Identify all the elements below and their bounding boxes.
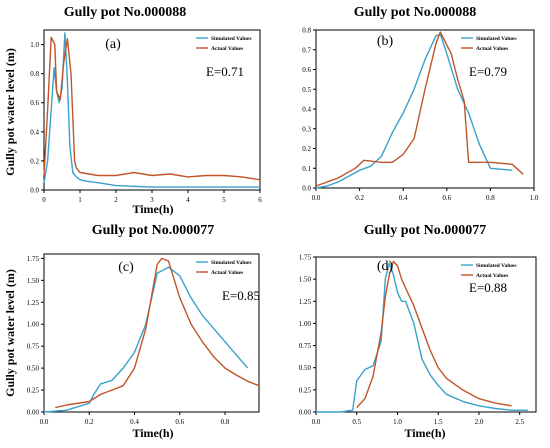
y-axis-label: Gully pot water level (m) [3,48,17,176]
y-tick-label: 0.2 [302,145,311,153]
y-tick-label: 0.0 [30,187,39,195]
series-line-simulated [316,262,528,413]
x-tick-label: 0.0 [312,194,321,202]
series-line-actual [55,257,260,409]
series-line-actual [43,36,261,181]
y-tick-label: 0.8 [302,27,311,35]
x-tick-label: 3 [150,196,154,204]
x-tick-label: 0.6 [175,418,184,426]
x-tick-label: 0.2 [355,194,364,202]
x-tick-label: 0.5 [352,418,361,426]
y-tick-label: 0.25 [27,387,40,395]
efficiency-annotation: E=0.88 [469,280,507,295]
y-tick-label: 0.4 [302,106,311,114]
y-tick-label: 0.4 [30,128,39,136]
y-tick-label: 0.5 [302,86,311,94]
y-tick-label: 0.2 [30,157,39,165]
y-tick-label: 1.75 [299,254,312,262]
y-tick-label: 0.00 [299,409,312,417]
y-tick-label: 0.75 [27,343,40,351]
y-tick-label: 1.00 [299,320,312,328]
y-tick-label: 1.50 [27,277,40,285]
y-axis-label: Gully pot water level (m) [3,269,17,397]
series-line-actual [356,260,512,409]
y-tick-label: 0.1 [302,165,311,173]
panel-label: (a) [105,37,121,52]
y-tick-label: 0.8 [30,70,39,78]
x-tick-label: 0.2 [85,418,94,426]
y-tick-label: 0.50 [27,365,40,373]
x-tick-label: 0.4 [130,418,139,426]
legend-label: Simulated Values [211,260,252,266]
panel-label: (c) [118,260,134,275]
x-tick-label: 0.0 [312,418,321,426]
y-tick-label: 0.3 [302,125,311,133]
x-tick-label: 0.4 [399,194,408,202]
chart-panel: Gully pot No.000077 0.0 0.5 1.0 1.5 2.0 2.5 0.0… [299,223,537,440]
y-tick-label: 0.0 [302,185,311,193]
y-tick-label: 0.50 [299,364,312,372]
x-tick-label: 6 [258,196,262,204]
y-tick-label: 1.50 [299,276,312,284]
x-tick-label: 4 [186,196,190,204]
efficiency-annotation: E=0.71 [206,64,244,79]
legend-label: Simulated Values [476,263,517,269]
y-tick-label: 1.75 [27,255,40,263]
series-line-actual [315,31,524,187]
series-line-simulated [315,33,513,189]
x-tick-label: 0.8 [221,418,230,426]
x-axis-label: Time(h) [132,202,173,216]
chart-title: Gully pot No.000077 [92,223,215,238]
efficiency-annotation: E=0.85 [222,288,260,303]
x-tick-label: 1.5 [434,418,443,426]
x-tick-label: 2.5 [515,418,524,426]
x-tick-label: 2.0 [475,418,484,426]
y-tick-label: 0.7 [302,46,311,54]
legend-label: Actual Values [211,270,243,276]
x-tick-label: 0.8 [486,194,495,202]
chart-title: Gully pot No.000088 [64,5,187,20]
legend-label: Simulated Values [211,36,252,42]
x-axis-label: Time(h) [404,426,445,440]
legend-label: Actual Values [211,46,243,52]
x-tick-label: 0.6 [442,194,451,202]
efficiency-annotation: E=0.79 [469,64,507,79]
panel-label: (d) [377,259,394,274]
series-line-simulated [43,266,249,413]
plot-frame [315,29,535,189]
legend-label: Simulated Values [476,36,517,42]
panel-label: (b) [377,34,394,49]
x-tick-label: 0 [42,196,46,204]
legend-label: Actual Values [476,46,508,52]
x-axis-label: Time(h) [132,426,173,440]
chart-panel: Gully pot No.000077 0.0 0.2 0.4 0.6 0.8 0.00 0.… [3,223,260,440]
x-tick-label: 1 [78,196,82,204]
y-tick-label: 0.75 [299,342,312,350]
x-tick-label: 1.0 [530,194,539,202]
chart-title: Gully pot No.000088 [354,5,477,20]
y-tick-label: 0.6 [302,66,311,74]
series-line-simulated [43,32,260,188]
y-tick-label: 1.00 [27,321,40,329]
x-tick-label: 0.0 [40,418,49,426]
y-tick-label: 0.00 [27,409,40,417]
chart-panel: Gully pot No.000088 0 1 2 3 4 5 6 0.0 0.2 0.4 0.6 0.… [3,5,262,216]
x-tick-label: 1.0 [393,418,402,426]
y-tick-label: 1.25 [27,299,40,307]
chart-title: Gully pot No.000077 [364,223,487,238]
y-tick-label: 0.6 [30,99,39,107]
y-tick-label: 1.0 [30,41,39,49]
y-tick-label: 0.25 [299,386,312,394]
plot-frame [315,256,537,413]
x-tick-label: 5 [222,196,226,204]
legend-label: Actual Values [476,273,508,279]
x-tick-label: 2 [114,196,118,204]
plot-frame [43,253,260,413]
y-tick-label: 1.25 [299,298,312,306]
chart-panel: Gully pot No.000088 0.0 0.2 0.4 0.6 0.8 1.0 0.0… [302,5,539,202]
